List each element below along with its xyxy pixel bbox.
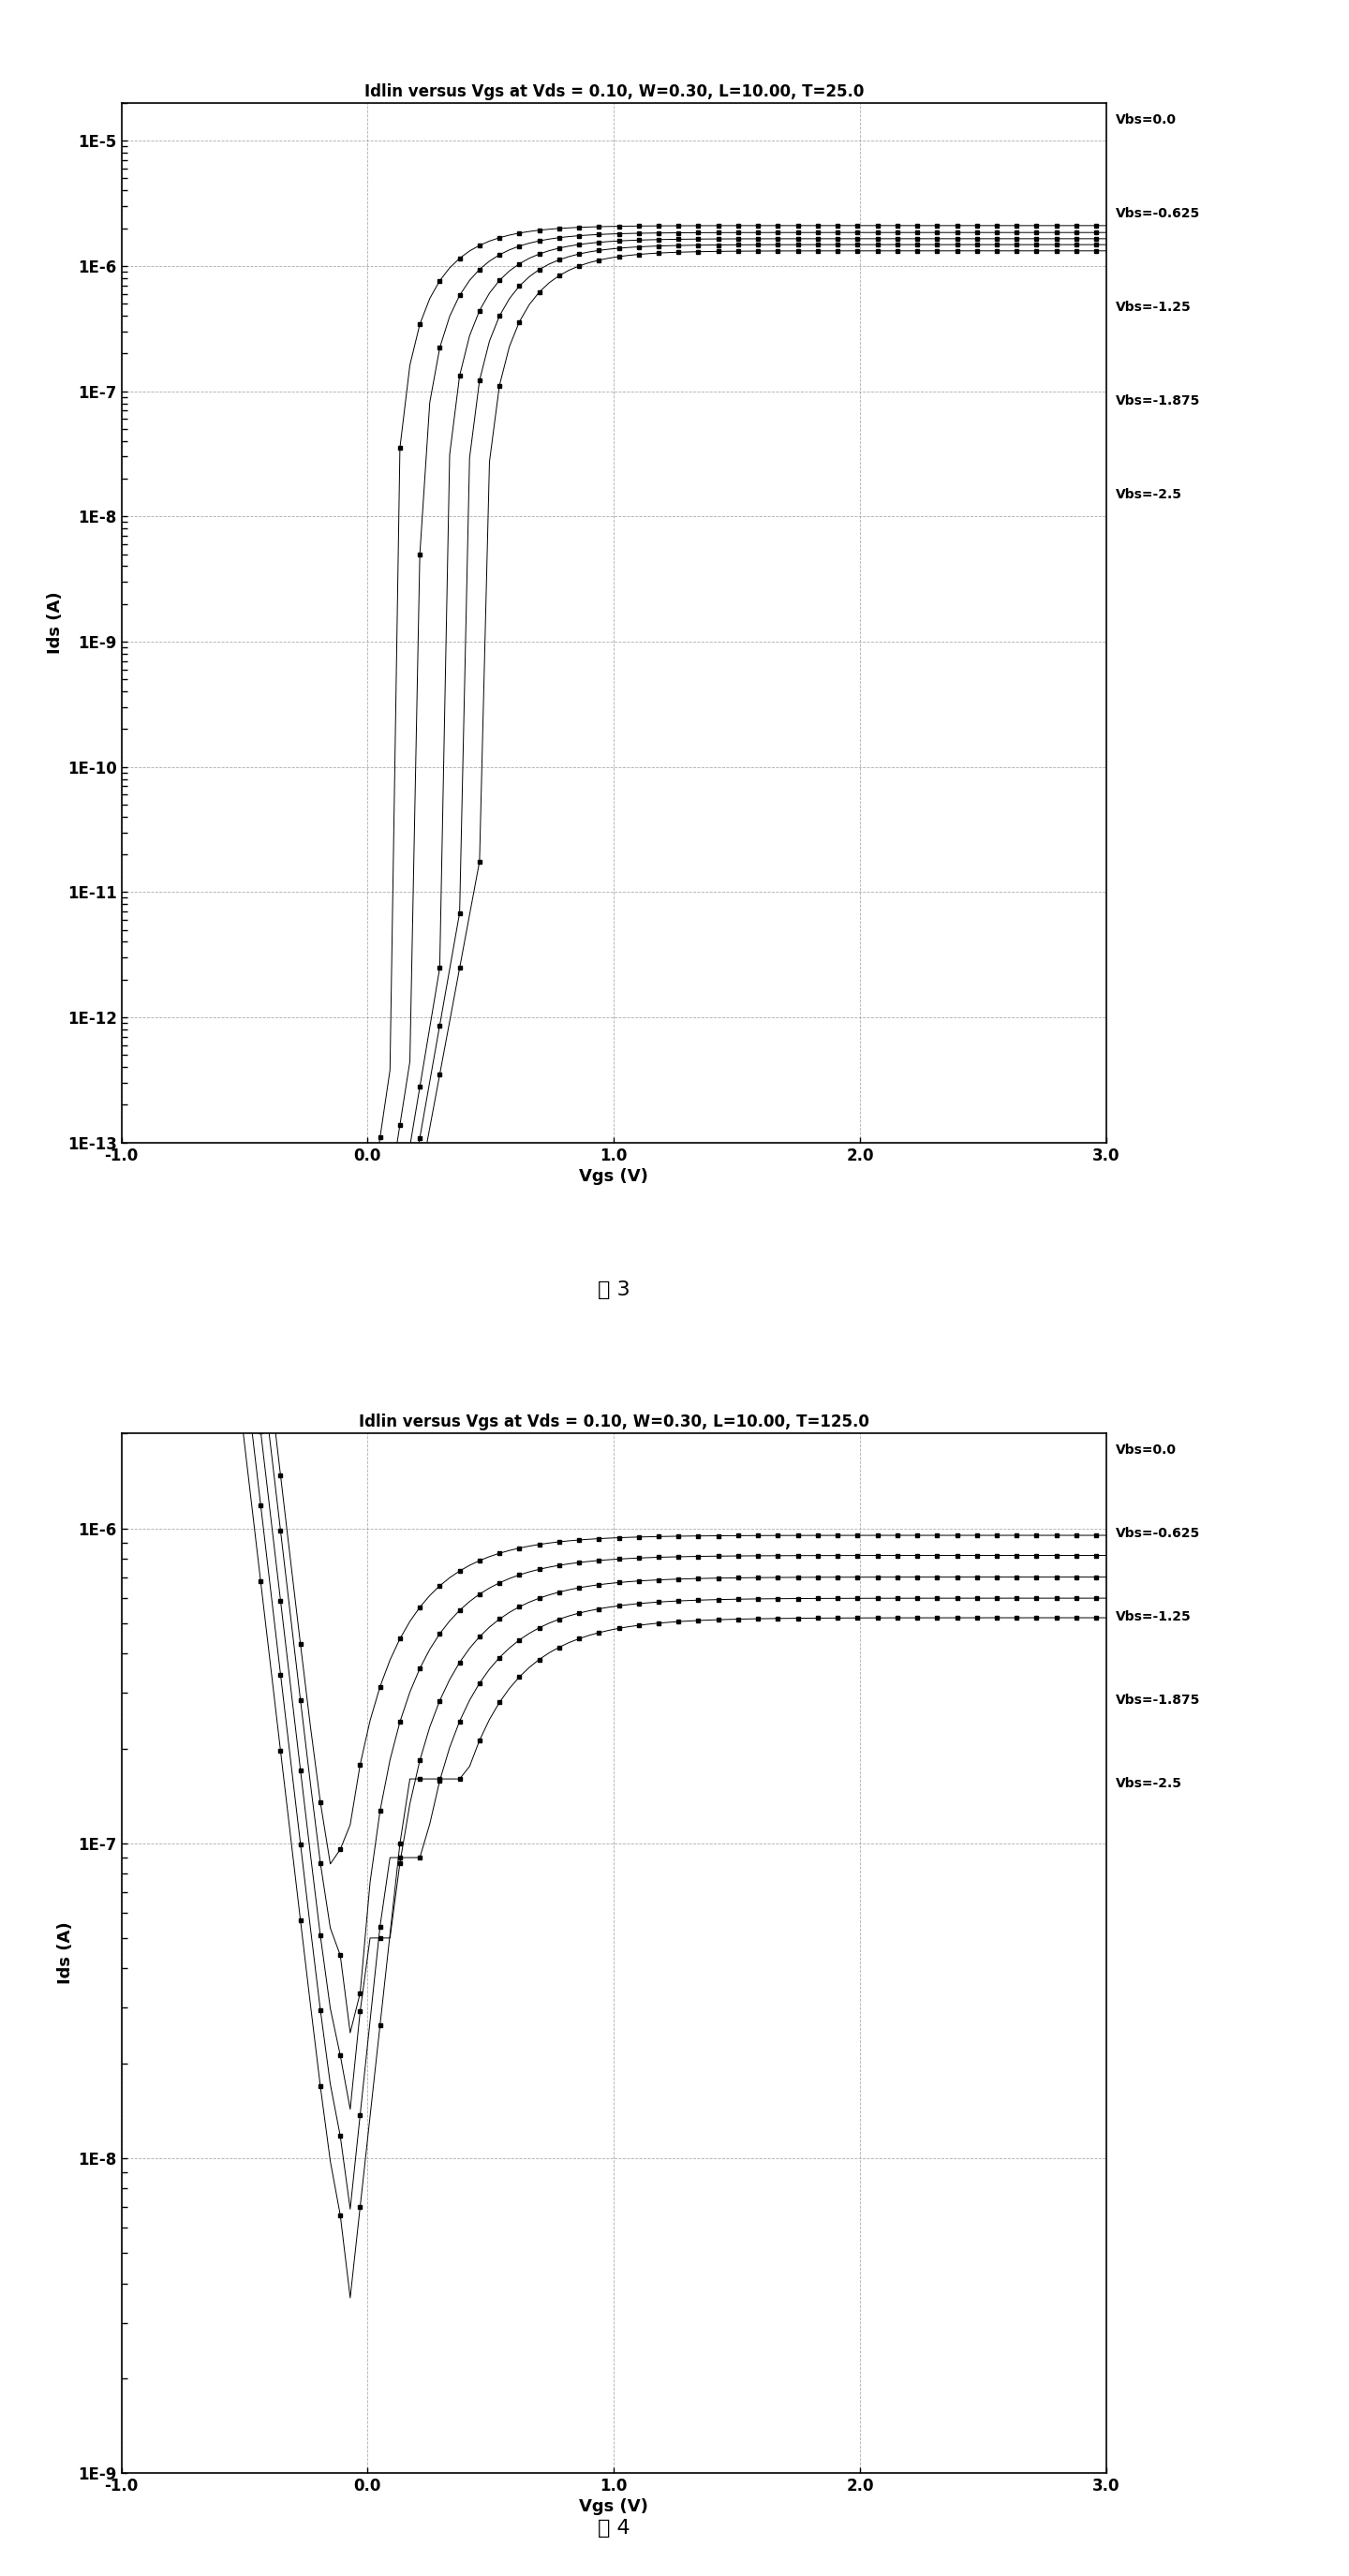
Y-axis label: Ids (A): Ids (A) [47, 592, 63, 654]
Text: 图 4: 图 4 [598, 2519, 630, 2537]
Title: Idlin versus Vgs at Vds = 0.10, W=0.30, L=10.00, T=125.0: Idlin versus Vgs at Vds = 0.10, W=0.30, … [359, 1414, 869, 1430]
X-axis label: Vgs (V): Vgs (V) [579, 1167, 649, 1185]
Title: Idlin versus Vgs at Vds = 0.10, W=0.30, L=10.00, T=25.0: Idlin versus Vgs at Vds = 0.10, W=0.30, … [364, 82, 863, 100]
X-axis label: Vgs (V): Vgs (V) [579, 2499, 649, 2514]
Text: Vbs=-1.875: Vbs=-1.875 [1116, 1692, 1201, 1705]
Text: Vbs=-1.25: Vbs=-1.25 [1116, 1610, 1191, 1623]
Text: Vbs=-2.5: Vbs=-2.5 [1116, 487, 1183, 500]
Text: Vbs=-0.625: Vbs=-0.625 [1116, 1528, 1201, 1540]
Text: Vbs=0.0: Vbs=0.0 [1116, 1445, 1176, 1458]
Text: Vbs=-0.625: Vbs=-0.625 [1116, 206, 1201, 219]
Text: Vbs=-1.875: Vbs=-1.875 [1116, 394, 1201, 407]
Text: Vbs=-1.25: Vbs=-1.25 [1116, 301, 1191, 314]
Text: 图 3: 图 3 [598, 1280, 630, 1298]
Text: Vbs=0.0: Vbs=0.0 [1116, 113, 1176, 126]
Text: Vbs=-2.5: Vbs=-2.5 [1116, 1777, 1183, 1790]
Y-axis label: Ids (A): Ids (A) [57, 1922, 74, 1984]
